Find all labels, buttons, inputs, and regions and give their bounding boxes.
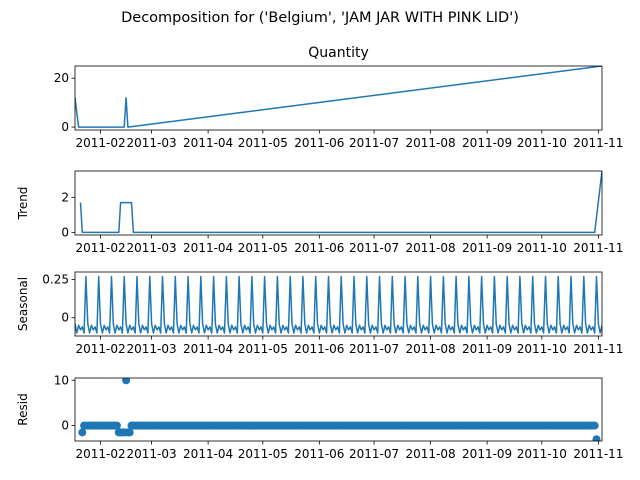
panel-resid-ylabel: Resid bbox=[16, 393, 30, 425]
panel-trend-frame bbox=[74, 170, 603, 236]
panel-seasonal-xtick-label: 2011-10 bbox=[517, 342, 567, 356]
panel-quantity-xtick-label: 2011-11 bbox=[573, 136, 623, 150]
panel-resid-xtick-label: 2011-05 bbox=[238, 447, 288, 461]
panel-trend-xtick-label: 2011-11 bbox=[573, 241, 623, 255]
panel-quantity-plot-area bbox=[75, 66, 602, 128]
panel-resid: 0 10 2011-02 2011-03 2011-04 2011-05 2011-06 20… bbox=[16, 373, 623, 461]
panel-seasonal-xtick-label: 2011-04 bbox=[183, 342, 233, 356]
panel-resid-xtick-label: 2011-07 bbox=[349, 447, 399, 461]
panel-seasonal-series-line bbox=[75, 275, 602, 334]
panel-seasonal-xtick-label: 2011-09 bbox=[462, 342, 512, 356]
panel-resid-xtick-label: 2011-08 bbox=[406, 447, 456, 461]
panel-trend-xtick-label: 2011-02 bbox=[75, 241, 125, 255]
panel-quantity-xtick-label: 2011-04 bbox=[183, 136, 233, 150]
panel-trend-xtick-label: 2011-10 bbox=[517, 241, 567, 255]
figure-suptitle: Decomposition for ('Belgium', 'JAM JAR W… bbox=[121, 10, 519, 26]
panel-resid-plot-area bbox=[78, 378, 601, 441]
panel-quantity-series-line bbox=[75, 66, 602, 128]
panel-resid-xtick-label: 2011-09 bbox=[462, 447, 512, 461]
panel-seasonal-xtick-label: 2011-06 bbox=[294, 342, 344, 356]
panel-resid-point bbox=[592, 435, 601, 441]
panel-quantity-xtick-label: 2011-09 bbox=[462, 136, 512, 150]
panel-quantity-xtick-label: 2011-02 bbox=[75, 136, 125, 150]
panel-trend-series-line bbox=[79, 171, 602, 234]
panel-trend-plot-area bbox=[79, 171, 602, 234]
panel-seasonal-plot-area bbox=[75, 275, 602, 334]
panel-trend-xtick-label: 2011-04 bbox=[183, 241, 233, 255]
panel-trend-xtick-label: 2011-08 bbox=[406, 241, 456, 255]
panel-trend-ytick-label: 2 bbox=[61, 190, 69, 204]
panel-quantity-xtick-label: 2011-08 bbox=[406, 136, 456, 150]
panel-quantity: 0 20 2011-02 2011-03 2011-04 2011-05 2011-06 20… bbox=[54, 65, 623, 150]
panel-resid-point bbox=[125, 428, 134, 437]
panel-trend-ytick-label: 0 bbox=[61, 225, 69, 239]
panel-resid-point bbox=[590, 421, 599, 430]
panel-resid-ytick-label: 0 bbox=[61, 419, 69, 433]
panel-trend-ylabel: Trend bbox=[16, 187, 30, 221]
panel-resid-point bbox=[78, 428, 87, 437]
panel-resid-xtick-label: 2011-06 bbox=[294, 447, 344, 461]
panel-quantity-xtick-label: 2011-03 bbox=[127, 136, 177, 150]
panel-trend-xtick-label: 2011-05 bbox=[238, 241, 288, 255]
panel-trend-xtick-label: 2011-03 bbox=[127, 241, 177, 255]
panel-trend-xtick-label: 2011-09 bbox=[462, 241, 512, 255]
panel-seasonal-xtick-label: 2011-03 bbox=[127, 342, 177, 356]
panel-quantity-xtick-label: 2011-07 bbox=[349, 136, 399, 150]
panel-trend: 0 2 2011-02 2011-03 2011-04 2011-05 2011-06 201… bbox=[16, 170, 623, 255]
panel-resid-xtick-label: 2011-03 bbox=[127, 447, 177, 461]
panel-seasonal-ylabel: Seasonal bbox=[16, 277, 30, 331]
panel-seasonal-xtick-label: 2011-02 bbox=[75, 342, 125, 356]
panel-resid-point bbox=[122, 378, 131, 385]
panel-seasonal-xtick-label: 2011-05 bbox=[238, 342, 288, 356]
panel-quantity-xtick-label: 2011-05 bbox=[238, 136, 288, 150]
panel-resid-xtick-label: 2011-04 bbox=[183, 447, 233, 461]
panel-resid-xtick-label: 2011-11 bbox=[573, 447, 623, 461]
panel-quantity-xtick-label: 2011-06 bbox=[294, 136, 344, 150]
panel-seasonal: 0.25 0 2011-02 2011-03 2011-04 2011-05 2011-06… bbox=[16, 271, 623, 356]
panel-seasonal-xtick-label: 2011-11 bbox=[573, 342, 623, 356]
panel-seasonal-xtick-label: 2011-07 bbox=[349, 342, 399, 356]
panel-resid-xtick-label: 2011-02 bbox=[75, 447, 125, 461]
panel-resid-frame bbox=[74, 377, 603, 442]
panel-seasonal-frame bbox=[74, 271, 603, 337]
panel-seasonal-ytick-label: 0 bbox=[61, 311, 69, 325]
panel-resid-point bbox=[112, 421, 121, 430]
panel-quantity-frame bbox=[74, 65, 603, 131]
panel-quantity-xtick-label: 2011-10 bbox=[517, 136, 567, 150]
panel-trend-xtick-label: 2011-07 bbox=[349, 241, 399, 255]
panel-trend-xtick-label: 2011-06 bbox=[294, 241, 344, 255]
panel-seasonal-xtick-label: 2011-08 bbox=[406, 342, 456, 356]
panel-resid-xtick-label: 2011-10 bbox=[517, 447, 567, 461]
panel-quantity-ytick-label: 20 bbox=[54, 71, 69, 85]
panel-quantity-ytick-label: 0 bbox=[61, 120, 69, 134]
panel-resid-ytick-label: 10 bbox=[54, 373, 69, 387]
panel-quantity-title: Quantity bbox=[308, 45, 369, 61]
panel-seasonal-ytick-label: 0.25 bbox=[42, 273, 69, 287]
